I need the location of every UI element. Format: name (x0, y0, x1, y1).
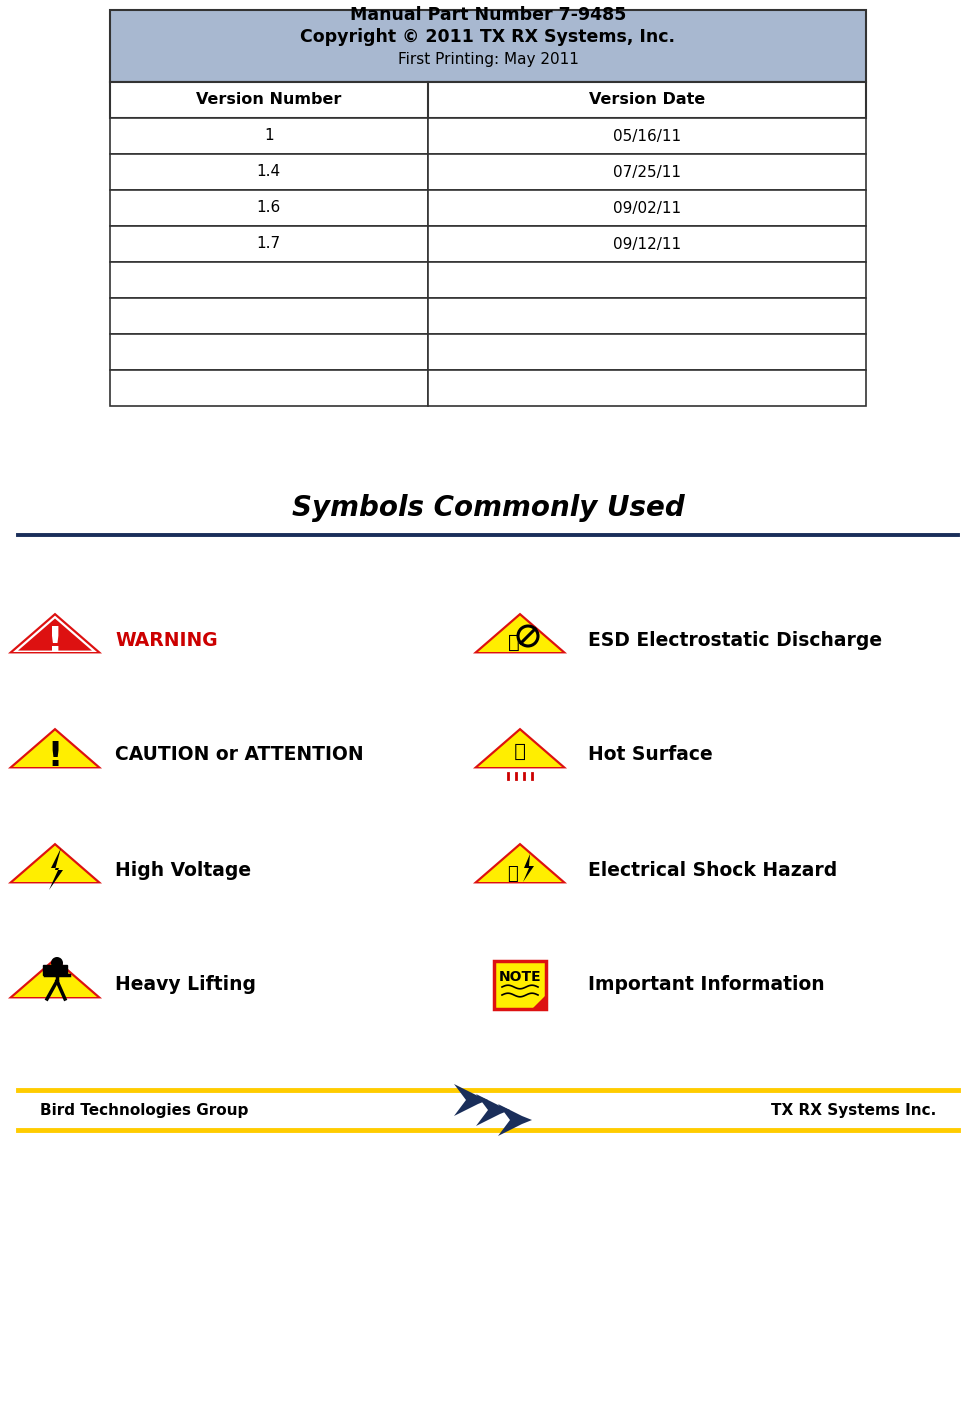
Polygon shape (18, 619, 92, 650)
Polygon shape (473, 728, 567, 769)
Polygon shape (523, 853, 534, 882)
Text: 1: 1 (264, 129, 273, 144)
Bar (43, 965, 67, 975)
Circle shape (51, 957, 63, 969)
Bar (110, 82, 866, 119)
Polygon shape (498, 1104, 532, 1136)
Polygon shape (13, 845, 97, 882)
Text: !: ! (47, 625, 63, 658)
Bar (427, 154, 866, 189)
Text: Hot Surface: Hot Surface (588, 746, 712, 764)
Polygon shape (478, 845, 562, 882)
Bar (427, 370, 866, 406)
Bar (427, 333, 866, 370)
Text: WARNING: WARNING (115, 630, 218, 650)
Bar (110, 226, 427, 261)
Text: TX RX Systems Inc.: TX RX Systems Inc. (771, 1102, 936, 1118)
Text: ✋: ✋ (508, 633, 520, 651)
Polygon shape (13, 616, 97, 651)
Bar (110, 261, 427, 298)
Polygon shape (8, 613, 102, 653)
Text: !: ! (48, 740, 62, 773)
Text: NOTE: NOTE (499, 969, 542, 983)
Bar (110, 370, 427, 406)
Bar (110, 333, 427, 370)
Polygon shape (13, 731, 97, 767)
Polygon shape (476, 1094, 510, 1126)
Polygon shape (8, 958, 102, 999)
Text: Copyright © 2011 TX RX Systems, Inc.: Copyright © 2011 TX RX Systems, Inc. (301, 28, 675, 47)
Bar (427, 261, 866, 298)
Bar (427, 119, 866, 154)
Text: High Voltage: High Voltage (115, 861, 251, 879)
Bar (494, 961, 546, 1009)
Bar (427, 226, 866, 261)
Bar (110, 154, 427, 189)
Polygon shape (473, 842, 567, 883)
Text: Electrical Shock Hazard: Electrical Shock Hazard (588, 861, 837, 879)
Polygon shape (13, 961, 97, 998)
Polygon shape (49, 848, 63, 890)
Text: 07/25/11: 07/25/11 (613, 164, 681, 179)
Text: 1.7: 1.7 (257, 236, 281, 252)
Text: Symbols Commonly Used: Symbols Commonly Used (292, 495, 684, 521)
Text: ESD Electrostatic Discharge: ESD Electrostatic Discharge (588, 630, 882, 650)
Text: Important Information: Important Information (588, 975, 825, 995)
Polygon shape (532, 995, 546, 1009)
Polygon shape (478, 731, 562, 767)
Bar (427, 298, 866, 333)
Text: 09/02/11: 09/02/11 (613, 201, 681, 216)
Bar (110, 10, 866, 82)
Text: First Printing: May 2011: First Printing: May 2011 (397, 52, 579, 66)
Text: CAUTION or ATTENTION: CAUTION or ATTENTION (115, 746, 364, 764)
Text: Version Date: Version Date (589, 92, 705, 107)
Text: 1.4: 1.4 (257, 164, 281, 179)
Text: ✋: ✋ (512, 742, 524, 760)
Bar (427, 189, 866, 226)
Polygon shape (473, 613, 567, 653)
Text: Bird Technologies Group: Bird Technologies Group (40, 1102, 248, 1118)
Text: Version Number: Version Number (196, 92, 342, 107)
Text: Manual Part Number 7-9485: Manual Part Number 7-9485 (349, 6, 627, 24)
Polygon shape (8, 728, 102, 769)
Text: ✋: ✋ (507, 865, 517, 883)
Bar (110, 119, 427, 154)
Polygon shape (454, 1084, 488, 1116)
Bar (110, 189, 427, 226)
Text: 05/16/11: 05/16/11 (613, 129, 681, 144)
Text: 09/12/11: 09/12/11 (613, 236, 681, 252)
Polygon shape (8, 842, 102, 883)
Polygon shape (478, 616, 562, 651)
Bar (110, 298, 427, 333)
Text: Heavy Lifting: Heavy Lifting (115, 975, 256, 995)
Text: 1.6: 1.6 (257, 201, 281, 216)
